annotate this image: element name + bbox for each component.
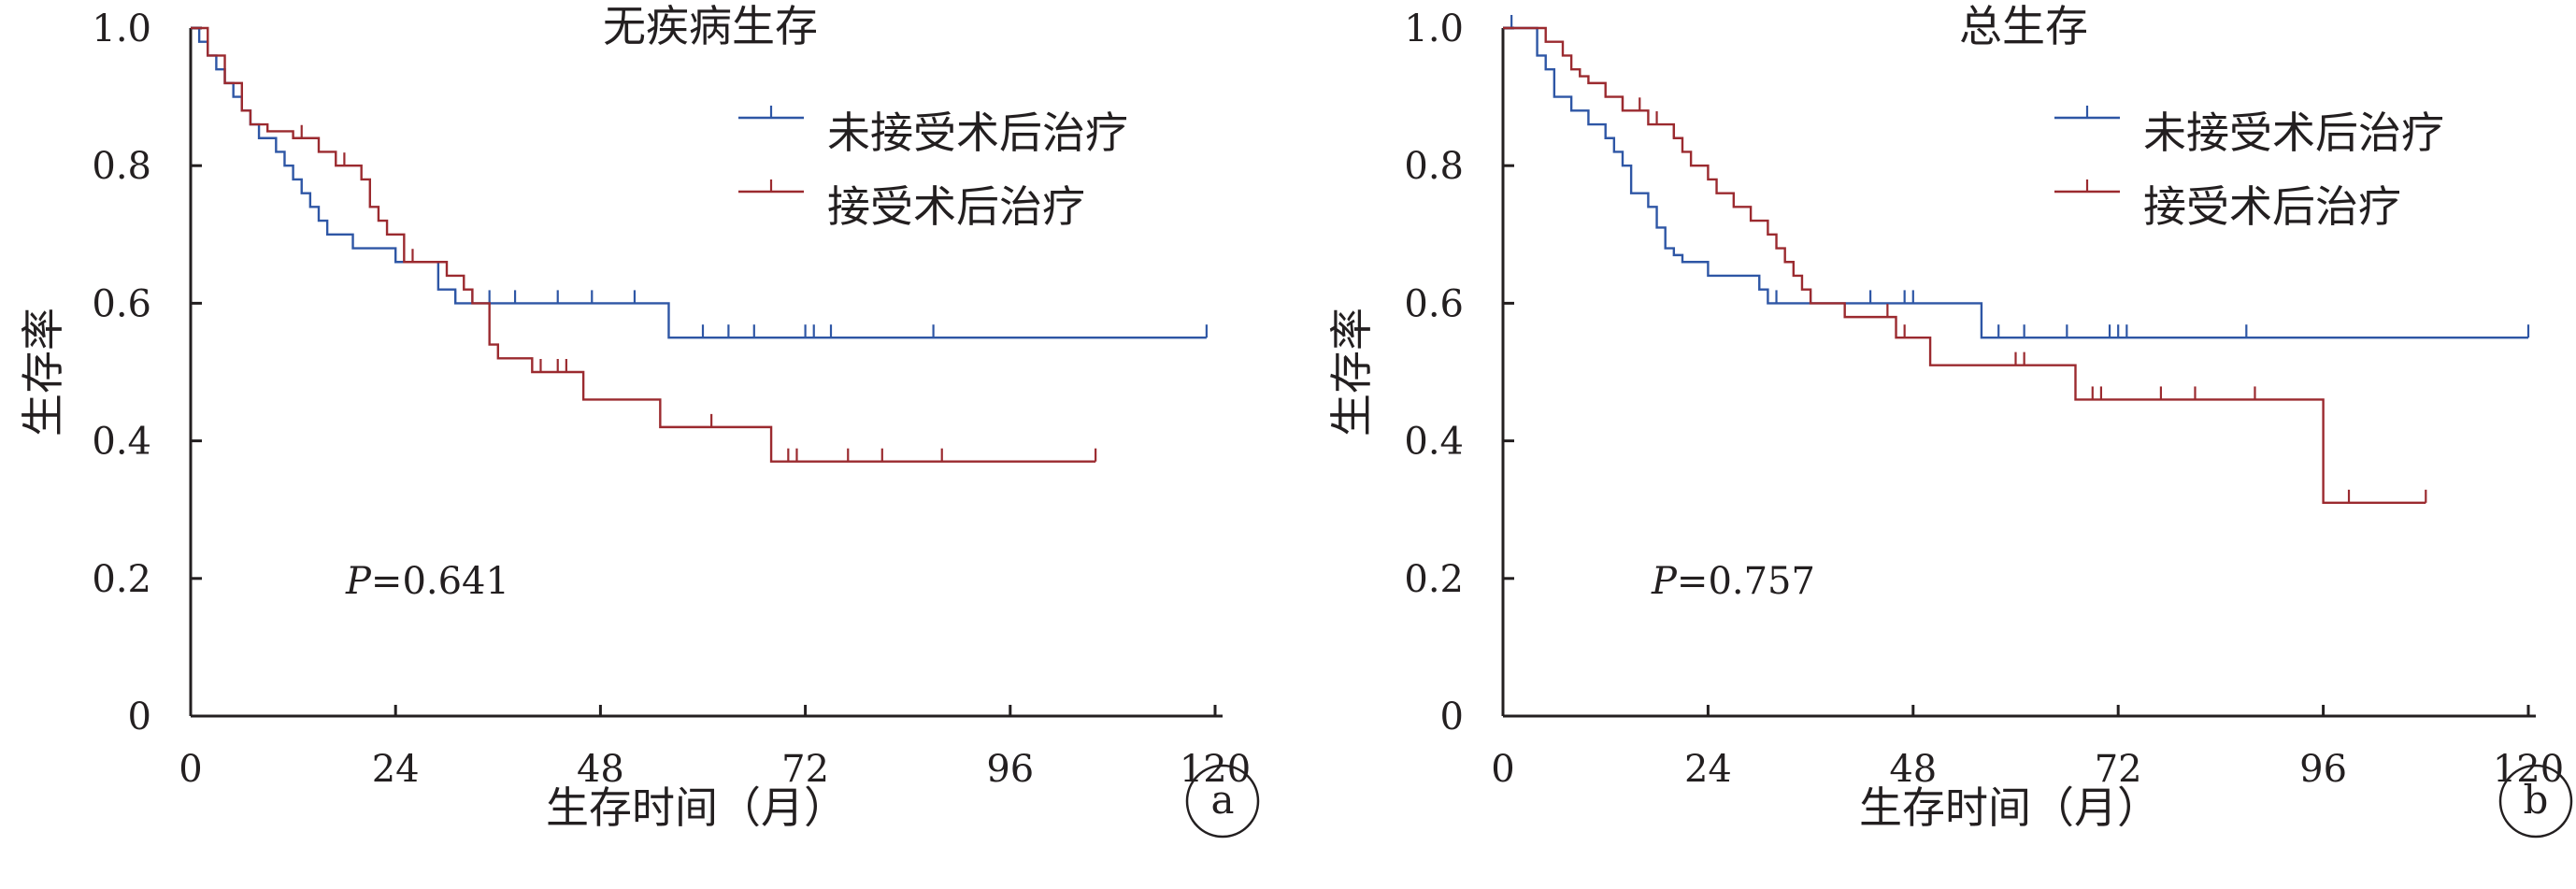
y-tick-label: 0.2 (1404, 558, 1464, 601)
p-value-symbol: P (345, 560, 372, 603)
survival-curve-treated (191, 26, 1096, 463)
legend-label-untreated: 未接受术后治疗 (827, 108, 1128, 158)
survival-curve-treated (1503, 26, 2426, 505)
panel-letter: a (1185, 764, 1260, 839)
panel-letter-circle (1185, 764, 1260, 839)
p-value-symbol: P (1651, 560, 1678, 603)
panel-a: 无疾病生存 生存时间（月） 生存率 P=0.641 未接受术后治疗 接受术后治疗… (18, 1, 1260, 839)
x-tick-label: 48 (577, 748, 624, 791)
p-value-number: =0.641 (371, 560, 509, 603)
x-tick-label: 24 (372, 748, 420, 791)
p-value-annotation: P=0.757 (1651, 560, 1815, 603)
p-value-annotation: P=0.641 (345, 560, 509, 603)
chart-title: 无疾病生存 (603, 1, 818, 51)
panel-b: 总生存 生存时间（月） 生存率 P=0.757 未接受术后治疗 接受术后治疗 b… (1326, 1, 2573, 839)
x-tick-label: 0 (1491, 748, 1514, 791)
p-value-number: =0.757 (1677, 560, 1815, 603)
y-axis-title: 生存率 (18, 308, 68, 437)
x-tick-label: 48 (1889, 748, 1937, 791)
panel-letter-text: a (1210, 777, 1234, 823)
y-tick-label: 0.4 (1404, 421, 1464, 464)
y-tick-label: 0 (1440, 695, 1464, 738)
chart-title: 总生存 (1959, 1, 2088, 51)
y-tick-label: 0.8 (92, 145, 151, 188)
legend-label-treated: 接受术后治疗 (827, 181, 1085, 232)
survival-curve-untreated (1503, 26, 2528, 339)
x-axis-title: 生存时间（月） (546, 782, 847, 833)
x-tick-label: 72 (2095, 748, 2142, 791)
y-tick-label: 1.0 (1404, 7, 1464, 50)
legend-label-treated: 接受术后治疗 (2143, 181, 2401, 232)
x-tick-label: 120 (1180, 748, 1251, 791)
x-axis-title: 生存时间（月） (1859, 782, 2160, 833)
panel-letter: b (2498, 764, 2573, 839)
y-tick-label: 0.2 (92, 558, 151, 601)
y-tick-label: 0.8 (1404, 145, 1464, 188)
panel-letter-text: b (2524, 777, 2549, 823)
y-axis-title: 生存率 (1326, 308, 1377, 437)
y-tick-label: 0.6 (92, 282, 151, 325)
y-tick-label: 0 (128, 695, 151, 738)
x-tick-label: 0 (179, 748, 202, 791)
panel-letter-circle (2498, 764, 2573, 839)
legend: 未接受术后治疗 接受术后治疗 (2143, 108, 2444, 232)
legend: 未接受术后治疗 接受术后治疗 (827, 108, 1128, 232)
y-tick-label: 0.6 (1404, 282, 1464, 325)
legend-label-untreated: 未接受术后治疗 (2143, 108, 2444, 158)
x-tick-label: 72 (781, 748, 829, 791)
y-tick-label: 0.4 (92, 421, 151, 464)
x-tick-label: 96 (986, 748, 1034, 791)
x-tick-label: 120 (2493, 748, 2564, 791)
x-tick-label: 24 (1684, 748, 1732, 791)
x-tick-label: 96 (2299, 748, 2347, 791)
y-tick-label: 1.0 (92, 7, 151, 50)
